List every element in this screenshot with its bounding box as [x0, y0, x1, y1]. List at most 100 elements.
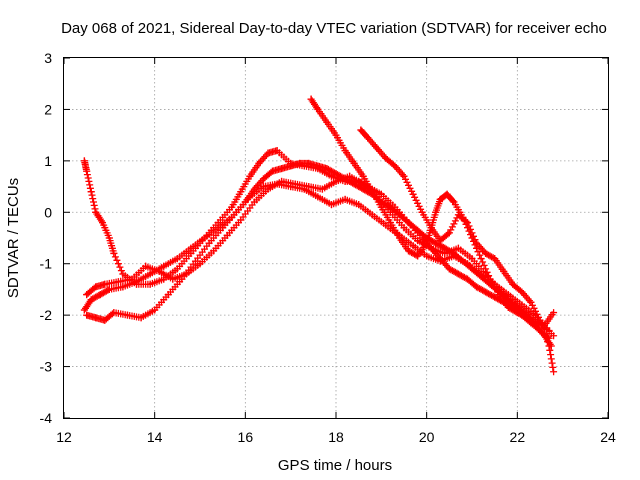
- data-point: [382, 221, 390, 229]
- data-point: [169, 275, 177, 283]
- data-point: [357, 126, 365, 134]
- data-point: [427, 244, 435, 252]
- data-point: [405, 219, 413, 227]
- data-point: [400, 172, 408, 180]
- data-point: [314, 105, 322, 113]
- data-point: [83, 311, 91, 319]
- x-tick-label: 24: [600, 429, 616, 445]
- data-point: [259, 175, 267, 183]
- x-axis-label: GPS time / hours: [278, 457, 392, 474]
- data-point: [164, 291, 172, 299]
- data-point: [182, 270, 190, 278]
- data-point: [123, 311, 131, 319]
- data-point: [545, 342, 553, 350]
- data-point: [377, 203, 385, 211]
- data-point: [423, 252, 431, 260]
- data-point: [445, 229, 453, 237]
- data-point: [463, 260, 471, 268]
- data-point: [160, 262, 168, 270]
- data-point: [259, 183, 267, 191]
- y-tick-label: 3: [44, 50, 52, 66]
- y-axis-label: SDTVAR / TECUs: [5, 178, 22, 298]
- data-point: [436, 257, 444, 265]
- data-point: [110, 309, 118, 317]
- data-point: [391, 162, 399, 170]
- data-point: [105, 234, 113, 242]
- data-point: [246, 172, 254, 180]
- data-point: [205, 239, 213, 247]
- y-tick-label: 1: [44, 153, 52, 169]
- data-point: [201, 234, 209, 242]
- grid: [64, 58, 608, 418]
- data-point: [454, 270, 462, 278]
- data-point: [386, 208, 394, 216]
- data-point: [83, 167, 91, 175]
- data-point: [105, 285, 113, 293]
- data-point: [318, 185, 326, 193]
- y-tick-label: 2: [44, 101, 52, 117]
- data-point: [445, 265, 453, 273]
- data-point: [350, 159, 358, 167]
- y-tick-label: -2: [40, 307, 53, 323]
- data-point: [305, 159, 313, 167]
- data-point: [414, 237, 422, 245]
- data-point: [436, 237, 444, 245]
- x-tick-label: 14: [147, 429, 163, 445]
- data-point: [400, 224, 408, 232]
- data-point: [373, 144, 381, 152]
- data-point: [314, 162, 322, 170]
- data-point: [191, 257, 199, 265]
- data-point: [80, 157, 88, 165]
- series-track-c: [83, 180, 553, 335]
- x-tick-label: 18: [328, 429, 344, 445]
- data-point: [522, 314, 530, 322]
- data-point: [142, 262, 150, 270]
- data-point: [368, 188, 376, 196]
- data-point: [92, 283, 100, 291]
- data-point: [237, 188, 245, 196]
- data-point: [454, 211, 462, 219]
- data-point: [509, 298, 517, 306]
- data-point: [355, 201, 363, 209]
- data-point: [87, 296, 95, 304]
- data-point: [432, 239, 440, 247]
- data-point: [278, 177, 286, 185]
- data-point: [128, 275, 136, 283]
- data-point: [296, 159, 304, 167]
- data-point: [482, 288, 490, 296]
- data-point: [509, 280, 517, 288]
- data-point: [219, 224, 227, 232]
- data-point: [395, 211, 403, 219]
- data-point: [454, 244, 462, 252]
- data-point: [468, 255, 476, 263]
- data-point: [473, 239, 481, 247]
- data-point: [450, 198, 458, 206]
- data-point: [341, 195, 349, 203]
- series-track-f: [357, 126, 558, 376]
- y-tick-label: 0: [44, 204, 52, 220]
- data-point: [482, 249, 490, 257]
- data-point: [228, 203, 236, 211]
- data-point: [436, 195, 444, 203]
- data-point: [291, 180, 299, 188]
- data-point: [101, 316, 109, 324]
- data-point: [443, 190, 451, 198]
- data-point: [305, 183, 313, 191]
- data-point: [386, 219, 394, 227]
- data-point: [96, 291, 104, 299]
- data-point: [119, 283, 127, 291]
- data-point: [527, 298, 535, 306]
- series-track-e: [307, 95, 558, 329]
- data-point: [368, 211, 376, 219]
- data-point: [536, 316, 544, 324]
- data-point: [341, 147, 349, 155]
- plot-frame: [63, 57, 609, 419]
- y-tick-label: -1: [40, 256, 53, 272]
- data-point: [541, 321, 549, 329]
- data-point: [237, 216, 245, 224]
- y-tick-label: -3: [40, 359, 53, 375]
- data-point: [414, 252, 422, 260]
- data-point: [409, 242, 417, 250]
- data-point: [146, 280, 154, 288]
